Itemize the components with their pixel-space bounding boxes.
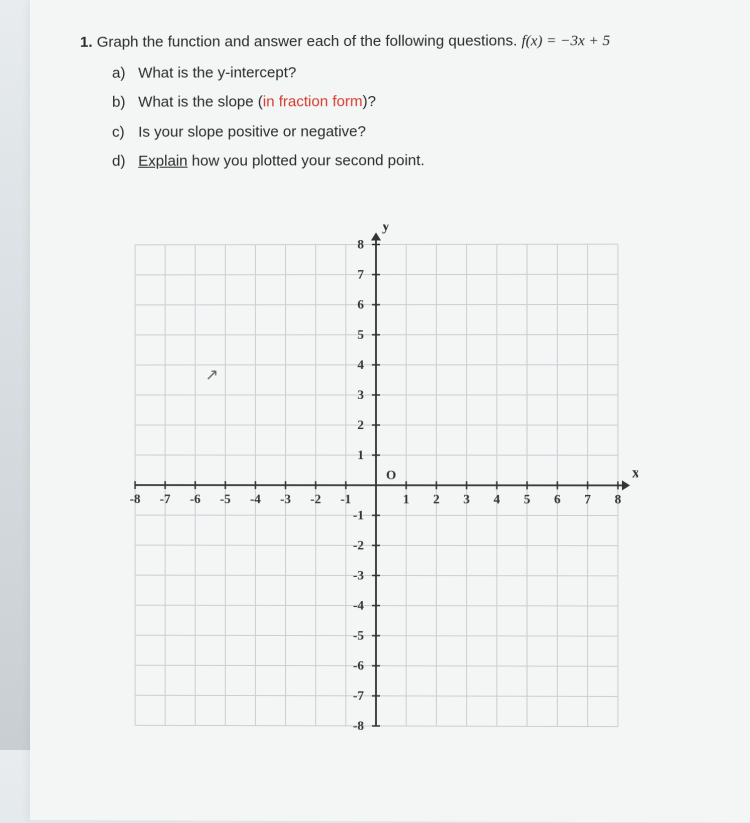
svg-text:8: 8 [357,236,364,251]
part-b: b) What is the slope (in fraction form)? [112,88,714,115]
svg-text:-3: -3 [353,567,364,582]
svg-text:8: 8 [615,491,622,506]
svg-text:-5: -5 [220,491,231,506]
svg-text:1: 1 [403,491,410,506]
part-a: a) What is the y-intercept? [112,58,714,85]
question-block: 1. Graph the function and answer each of… [80,28,714,175]
question-formula: f(x) = −3x + 5 [521,33,610,49]
question-text: Graph the function and answer each of th… [97,32,518,50]
part-c-text: Is your slope positive or negative? [138,123,366,141]
svg-text:O: O [386,467,396,482]
graph-container: ↖ -8 -7 -6 -5 -4 -3 -2 -1 1 2 3 4 5 6 7 8 1 2 3 4 5 6 7 8 -1 -2 -3… [115,223,714,751]
part-d-label: d) [112,149,134,175]
svg-text:x: x [632,465,638,481]
svg-text:-8: -8 [353,717,364,732]
svg-text:-7: -7 [160,491,171,506]
svg-text:-4: -4 [250,491,261,506]
svg-text:-6: -6 [190,491,201,506]
main-question: 1. Graph the function and answer each of… [80,28,714,57]
part-b-suffix: )? [363,93,376,110]
part-b-prefix: What is the slope ( [138,93,263,110]
svg-text:-3: -3 [280,491,291,506]
svg-text:5: 5 [357,326,364,341]
svg-text:7: 7 [584,491,591,506]
part-c: c) Is your slope positive or negative? [112,118,714,145]
part-d-rest: how you plotted your second point. [188,152,425,170]
svg-text:4: 4 [494,491,501,506]
svg-text:3: 3 [357,386,364,401]
svg-text:-8: -8 [130,491,141,506]
svg-text:7: 7 [357,266,364,281]
svg-text:-1: -1 [340,491,351,506]
cursor-icon: ↖ [205,364,218,384]
part-c-label: c) [112,119,134,145]
coordinate-grid: -8 -7 -6 -5 -4 -3 -2 -1 1 2 3 4 5 6 7 8 1 2 3 4 5 6 7 8 -1 -2 -3 -4… [115,224,638,747]
svg-text:3: 3 [463,491,470,506]
svg-text:-1: -1 [353,507,364,522]
svg-text:-7: -7 [353,687,364,702]
part-a-label: a) [112,60,134,86]
svg-text:2: 2 [357,417,364,432]
part-b-red: in fraction form [263,93,363,110]
svg-text:-4: -4 [353,597,364,612]
worksheet-page: 1. Graph the function and answer each of… [30,0,750,823]
svg-text:2: 2 [433,491,440,506]
svg-text:5: 5 [524,491,531,506]
svg-text:-2: -2 [310,491,321,506]
svg-text:-6: -6 [353,657,364,672]
svg-text:4: 4 [357,356,364,371]
svg-text:1: 1 [357,447,364,462]
svg-text:y: y [382,224,390,234]
part-a-text: What is the y-intercept? [138,64,296,81]
question-number: 1. [80,34,93,51]
part-b-label: b) [112,90,134,116]
svg-text:-5: -5 [353,627,364,642]
svg-text:6: 6 [357,296,364,311]
svg-text:-2: -2 [353,537,364,552]
svg-text:6: 6 [554,491,561,506]
part-d: d) Explain how you plotted your second p… [112,147,714,174]
part-d-underline: Explain [138,153,187,170]
